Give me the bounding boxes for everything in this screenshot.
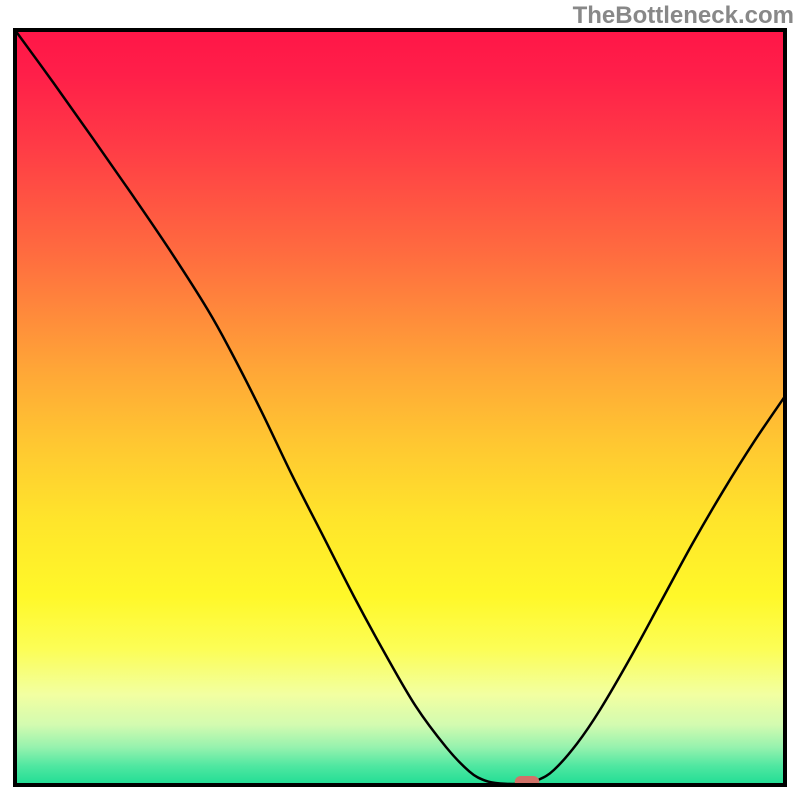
bottleneck-chart xyxy=(0,0,800,800)
gradient-background xyxy=(15,30,785,785)
watermark-text: TheBottleneck.com xyxy=(573,2,794,30)
